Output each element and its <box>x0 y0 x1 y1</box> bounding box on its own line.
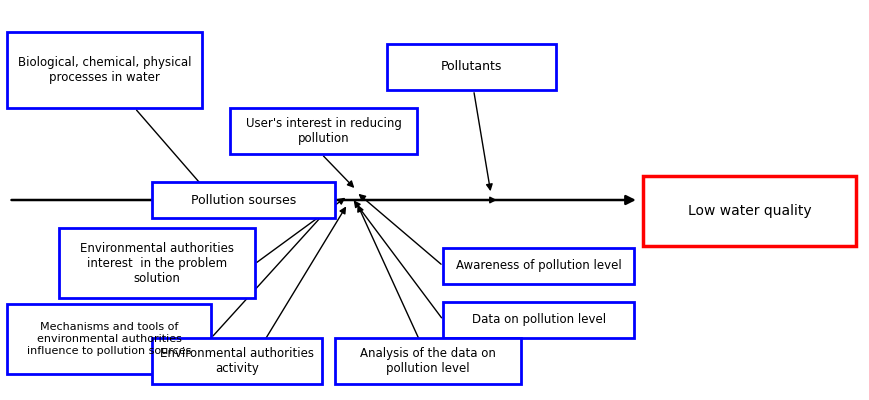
Text: User's interest in reducing
pollution: User's interest in reducing pollution <box>246 117 401 145</box>
FancyBboxPatch shape <box>7 304 211 374</box>
FancyBboxPatch shape <box>443 248 634 284</box>
FancyBboxPatch shape <box>7 32 202 108</box>
Text: Data on pollution level: Data on pollution level <box>472 314 606 326</box>
Text: Awareness of pollution level: Awareness of pollution level <box>456 260 621 272</box>
Text: Environmental authorities
activity: Environmental authorities activity <box>160 347 314 375</box>
FancyBboxPatch shape <box>643 176 856 246</box>
Text: Analysis of the data on
pollution level: Analysis of the data on pollution level <box>360 347 496 375</box>
FancyBboxPatch shape <box>59 228 255 298</box>
Text: Low water quality: Low water quality <box>687 204 812 218</box>
FancyBboxPatch shape <box>152 182 335 218</box>
Text: Mechanisms and tools of
environmental authorities
influence to pollution sources: Mechanisms and tools of environmental au… <box>27 322 191 356</box>
FancyBboxPatch shape <box>152 338 322 384</box>
FancyBboxPatch shape <box>230 108 417 154</box>
FancyBboxPatch shape <box>335 338 521 384</box>
Text: Pollutants: Pollutants <box>441 60 502 74</box>
Text: Biological, chemical, physical
processes in water: Biological, chemical, physical processes… <box>18 56 191 84</box>
FancyBboxPatch shape <box>387 44 556 90</box>
Text: Pollution sourses: Pollution sourses <box>190 194 296 206</box>
Text: Environmental authorities
interest  in the problem
solution: Environmental authorities interest in th… <box>80 242 234 284</box>
FancyBboxPatch shape <box>443 302 634 338</box>
